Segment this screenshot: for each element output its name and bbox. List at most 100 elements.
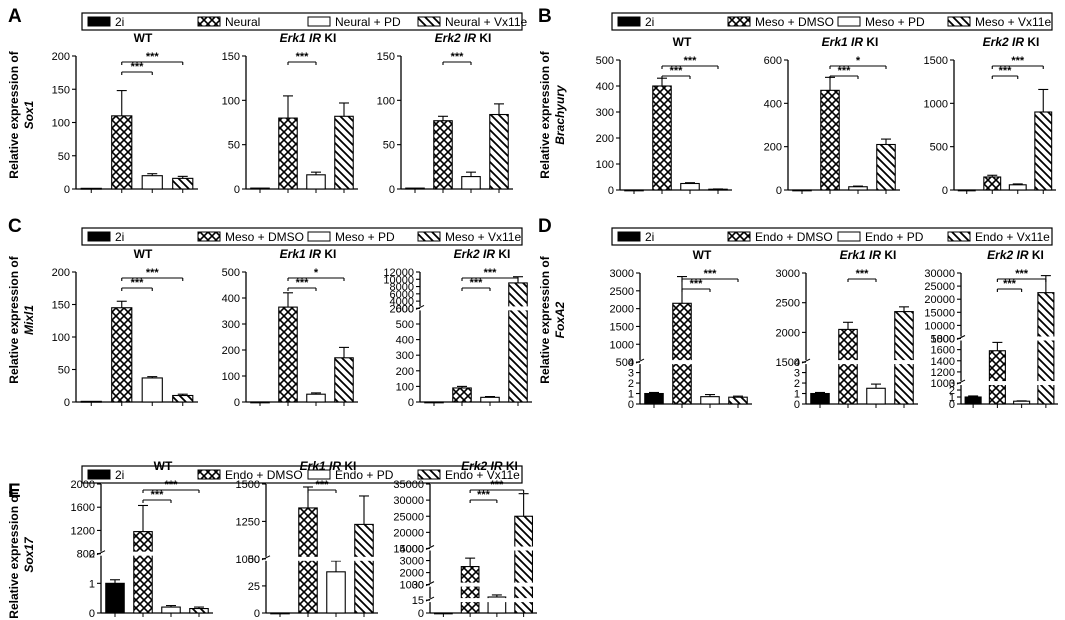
y-tick-label: 0 [234, 184, 240, 196]
y-tick-label: 150 [52, 300, 70, 312]
significance-label: *** [316, 479, 330, 491]
y-tick-label: 600 [764, 55, 782, 67]
y-tick-label: 4 [628, 357, 634, 369]
legend-frame [81, 465, 523, 484]
significance-label: *** [477, 489, 491, 501]
y-axis: 0 100 200 300 400 500 [596, 55, 621, 197]
y-tick-label: 20000 [393, 527, 424, 539]
y-axis-label-prefix: Relative expression of [538, 50, 552, 178]
y-tick-label: 4 [794, 357, 800, 369]
y-tick-label: 0 [949, 399, 955, 411]
significance-label: *** [165, 479, 179, 491]
y-tick-label: 30000 [924, 268, 955, 280]
y-tick-label: 600 [396, 303, 414, 315]
y-tick-label: 3 [628, 368, 634, 380]
legend-swatch [617, 231, 641, 242]
y-tick-label: 2000 [390, 303, 414, 315]
y-tick-label: 100 [396, 381, 414, 393]
subplot-title: WT [673, 35, 692, 49]
bar [334, 115, 354, 190]
legend-label: 2i [115, 230, 124, 244]
y-tick-label: 200 [596, 133, 614, 145]
y-tick-label: 4000 [400, 544, 424, 556]
y-tick-label: 2 [89, 549, 95, 561]
bar [810, 392, 830, 405]
y-tick-label: 1500 [776, 357, 800, 369]
y-tick-label: 1200 [931, 367, 955, 379]
legend-item: Meso + DMSO [197, 230, 304, 244]
legend-label: Neural [225, 15, 260, 29]
legend-label: Neural + PD [335, 15, 401, 29]
y-tick-label: 6000 [390, 289, 414, 301]
subplot-title: WT [134, 31, 153, 45]
y-tick-label: 30 [412, 580, 424, 592]
significance-bracket: *** [991, 65, 1019, 79]
y-axis-label: Relative expression of Sox17 [7, 490, 36, 618]
axis-break-mark [425, 596, 435, 602]
significance-label: *** [1015, 268, 1029, 280]
legend-label: Meso + PD [335, 230, 395, 244]
panel-a: A 2i Neural Neural + PD Neural + Vx11e Relati… [7, 6, 527, 196]
panel-letter: B [538, 6, 552, 27]
significance-bracket: *** [461, 267, 519, 281]
bar [866, 387, 886, 405]
significance-bracket: *** [681, 278, 711, 292]
y-tick-label: 10000 [924, 320, 955, 332]
subplot-title: WT [693, 248, 712, 262]
y-axis: 0 100 200 300 400 500 600200040006000800010000… [383, 267, 421, 409]
y-tick-label: 35000 [393, 479, 424, 491]
subplot: Erk2 IR KI 0 50 100 150 *** [377, 31, 513, 196]
y-tick-label: 0 [408, 397, 414, 409]
legend-label: Endo + DMSO [225, 468, 303, 482]
legend-frame [81, 227, 523, 246]
subplot: WT 0 50 100 150 200 ****** [52, 31, 198, 196]
significance-bracket: *** [121, 267, 184, 281]
bar [1013, 400, 1031, 405]
legend-swatch [947, 231, 971, 242]
significance-bracket: *** [287, 51, 317, 65]
legend-swatch [87, 16, 111, 27]
legend-label: 2i [645, 230, 654, 244]
y-tick-label: 12000 [383, 267, 414, 279]
y-tick-label: 800 [77, 549, 95, 561]
panel-letter: E [8, 481, 21, 502]
y-tick-label: 200 [396, 366, 414, 378]
significance-bracket: *** [142, 479, 200, 493]
y-tick-label: 3 [949, 378, 955, 390]
legend-frame [611, 12, 1053, 31]
bar [894, 311, 914, 405]
legend-item: Endo + PD [837, 230, 924, 244]
legend-label: Meso + Vx11e [445, 230, 521, 244]
bar [306, 393, 326, 403]
y-tick-label: 1000 [400, 580, 424, 592]
y-tick-label: 200 [52, 267, 70, 279]
significance-bracket: *** [996, 268, 1047, 282]
subplot-title: Erk2 IR KI [454, 247, 511, 261]
legend-item: Endo + Vx11e [417, 468, 520, 482]
y-tick-label: 150 [222, 51, 240, 63]
axis-break-mark [96, 550, 106, 556]
y-axis-label: Relative expression of FoxA2 [538, 255, 567, 383]
axis-break-mark [425, 581, 435, 587]
legend-item: Meso + PD [837, 15, 925, 29]
y-tick-label: 1 [794, 389, 800, 401]
significance-bracket: *** [996, 278, 1023, 292]
bar [306, 174, 326, 190]
legend-swatch [417, 16, 441, 27]
significance-label: *** [151, 489, 165, 501]
significance-bracket: *** [829, 65, 859, 79]
y-tick-label: 0 [418, 608, 424, 620]
legend: 2i Meso + DMSO Meso + PD Meso + Vx11e [611, 12, 1053, 31]
subplot-title: Erk1 IR KI [300, 459, 357, 473]
legend-swatch [197, 16, 221, 27]
legend-item: 2i [617, 15, 654, 29]
y-axis-label-prefix: Relative expression of [538, 255, 552, 383]
y-tick-label: 300 [222, 319, 240, 331]
significance-bracket: *** [121, 61, 153, 75]
legend-swatch [197, 469, 221, 480]
y-tick-label: 50 [248, 554, 260, 566]
legend-label: Meso + PD [865, 15, 925, 29]
